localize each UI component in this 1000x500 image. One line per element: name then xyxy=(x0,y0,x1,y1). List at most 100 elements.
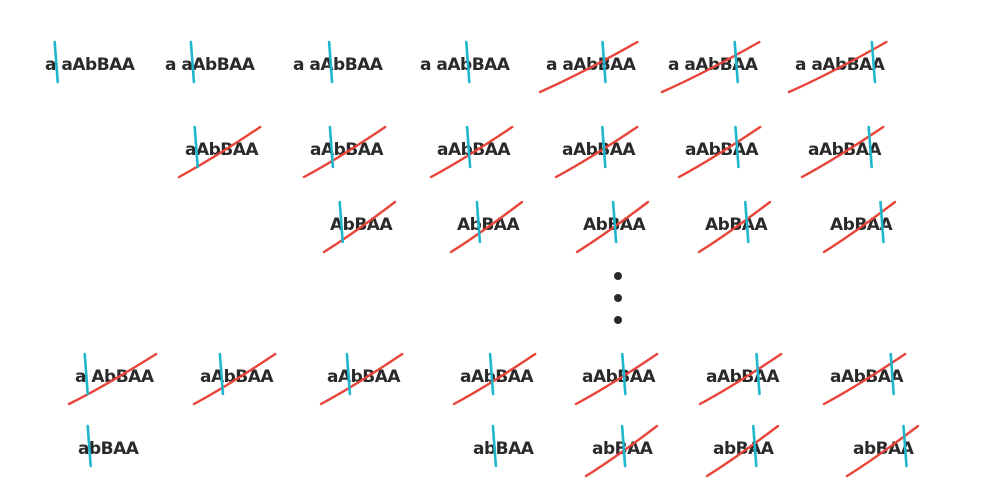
string-cell: AbBAA xyxy=(322,200,397,254)
string-text: aAbBAA xyxy=(582,367,656,387)
strike-through-line xyxy=(822,352,907,406)
string-cell: abBAA xyxy=(845,424,920,478)
string-cell: a AbBAA xyxy=(67,352,158,406)
string-cell: a aAbBAA xyxy=(660,40,761,94)
cursor-marker xyxy=(465,125,472,169)
cursor-marker xyxy=(611,200,618,244)
strike-through-line xyxy=(192,352,277,406)
string-text: a aAbBAA xyxy=(165,55,256,75)
cursor-marker xyxy=(83,352,89,396)
string-cell: AbBAA xyxy=(575,200,650,254)
cursor-marker xyxy=(193,125,199,169)
strike-through-line xyxy=(584,424,659,478)
string-cell: a aAbBAA xyxy=(45,40,136,84)
string-text: abBAA xyxy=(473,439,535,459)
cursor-marker xyxy=(870,40,877,84)
string-text: aAbBAA xyxy=(327,367,401,387)
string-cell: aAbBAA xyxy=(574,352,659,406)
ellipsis-dot xyxy=(614,272,622,280)
string-text: AbBAA xyxy=(330,215,393,235)
string-cell: aAbBAA xyxy=(800,125,885,179)
string-cell: a aAbBAA xyxy=(420,40,511,84)
ellipsis-dot xyxy=(614,294,622,302)
cursor-marker xyxy=(889,352,896,396)
cursor-marker xyxy=(464,40,471,84)
cursor-marker xyxy=(879,200,885,244)
string-cell: a aAbBAA xyxy=(538,40,639,94)
cursor-marker xyxy=(620,352,627,396)
cursor-marker xyxy=(189,40,196,84)
cursor-marker xyxy=(475,200,482,244)
string-text: abBAA xyxy=(78,439,140,459)
string-cell: abBAA xyxy=(705,424,780,478)
string-cell: abBAA xyxy=(584,424,659,478)
cursor-marker xyxy=(491,424,498,468)
cursor-marker xyxy=(218,352,225,396)
ellipsis-dot xyxy=(614,316,622,324)
string-text: aAbBAA xyxy=(562,140,636,160)
cursor-marker xyxy=(488,352,495,396)
string-cell: abBAA xyxy=(78,424,140,468)
cursor-marker xyxy=(327,40,334,84)
cursor-marker xyxy=(755,352,761,396)
string-text: a aAbBAA xyxy=(668,55,759,75)
cursor-marker xyxy=(751,424,758,468)
string-cell: a aAbBAA xyxy=(165,40,256,84)
string-cell: aAbBAA xyxy=(554,125,639,179)
cursor-marker xyxy=(328,125,335,169)
strike-through-line xyxy=(822,200,897,254)
cursor-marker xyxy=(734,125,740,169)
string-text: aAbBAA xyxy=(685,140,759,160)
string-cell: aAbBAA xyxy=(429,125,514,179)
cursor-marker xyxy=(620,424,627,468)
strike-through-line xyxy=(574,352,659,406)
cursor-marker xyxy=(867,125,874,169)
string-cell: aAbBAA xyxy=(677,125,762,179)
cursor-marker xyxy=(601,40,607,84)
string-cell: aAbBAA xyxy=(192,352,277,406)
string-text: a aAbBAA xyxy=(546,55,637,75)
strike-through-line xyxy=(697,200,772,254)
string-cell: aAbBAA xyxy=(319,352,404,406)
strike-through-line xyxy=(554,125,639,179)
string-text: a aAbBAA xyxy=(420,55,511,75)
string-text: aAbBAA xyxy=(830,367,904,387)
strike-through-line xyxy=(575,200,650,254)
cursor-marker xyxy=(345,352,352,396)
cursor-marker xyxy=(338,200,345,244)
string-cell: AbBAA xyxy=(449,200,524,254)
string-text: a AbBAA xyxy=(75,367,155,387)
strike-through-line xyxy=(322,200,397,254)
strike-through-line xyxy=(660,40,761,94)
string-text: aAbBAA xyxy=(437,140,511,160)
cursor-marker xyxy=(53,40,60,84)
strike-through-line xyxy=(705,424,780,478)
string-text: a aAbBAA xyxy=(293,55,384,75)
string-text: aAbBAA xyxy=(200,367,274,387)
strike-through-line xyxy=(845,424,920,478)
strike-through-line xyxy=(677,125,762,179)
strike-through-line xyxy=(302,125,387,179)
strike-through-line xyxy=(177,125,262,179)
strike-through-line xyxy=(67,352,158,406)
string-text: aAbBAA xyxy=(460,367,534,387)
strike-through-line xyxy=(698,352,783,406)
string-text: aAbBAA xyxy=(185,140,259,160)
string-text: a aAbBAA xyxy=(45,55,136,75)
string-cell: AbBAA xyxy=(822,200,897,254)
string-text: aAbBAA xyxy=(310,140,384,160)
string-text: abBAA xyxy=(713,439,775,459)
string-text: a aAbBAA xyxy=(795,55,886,75)
string-cell: aAbBAA xyxy=(452,352,537,406)
strike-through-line xyxy=(319,352,404,406)
string-cell: a aAbBAA xyxy=(787,40,888,94)
string-cell: aAbBAA xyxy=(822,352,907,406)
cursor-marker xyxy=(902,424,908,468)
cursor-marker xyxy=(743,200,750,244)
strike-through-line xyxy=(800,125,885,179)
strike-through-line xyxy=(449,200,524,254)
strike-through-line xyxy=(538,40,639,94)
string-cell: a aAbBAA xyxy=(293,40,384,84)
